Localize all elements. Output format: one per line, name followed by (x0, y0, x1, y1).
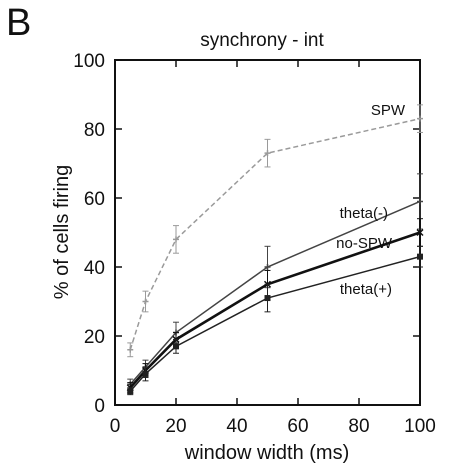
x-axis-title: window width (ms) (184, 442, 349, 464)
y-tick-label: 100 (73, 51, 105, 72)
series-line (129, 231, 421, 389)
y-tick-label: 0 (94, 396, 105, 417)
panel-label: B (6, 2, 32, 44)
series-theta (127, 245, 423, 396)
data-point (264, 150, 271, 157)
data-point (127, 346, 134, 353)
series-line (129, 255, 421, 392)
chart-title: synchrony - int (200, 30, 324, 51)
data-point (173, 236, 179, 243)
data-point (417, 253, 423, 260)
data-point (264, 264, 271, 270)
x-tick-label: 100 (404, 416, 436, 437)
series-line (129, 117, 421, 351)
data-point (142, 298, 149, 305)
series-spw (127, 104, 423, 358)
y-tick-label: 80 (84, 120, 105, 141)
y-tick-label: 60 (84, 189, 105, 210)
data-point (142, 370, 149, 377)
series-label: no-SPW (336, 235, 393, 252)
y-axis-title: % of cells firing (51, 165, 73, 300)
y-tick-label: 40 (84, 258, 105, 279)
series-label: theta(+) (340, 281, 392, 298)
x-tick-label: 20 (165, 416, 186, 437)
data-point (416, 228, 424, 237)
series-label: SPW (371, 102, 406, 119)
data-point (417, 198, 423, 205)
x-tick-label: 80 (348, 416, 369, 437)
data-point (127, 388, 134, 395)
x-tick-label: 60 (287, 416, 308, 437)
data-point (417, 115, 423, 122)
y-tick-label: 20 (84, 327, 105, 348)
data-point (173, 343, 179, 350)
x-tick-label: 40 (226, 416, 247, 437)
x-tick-label: 0 (110, 416, 121, 437)
series-label: theta(-) (340, 205, 388, 222)
data-point (264, 295, 271, 302)
